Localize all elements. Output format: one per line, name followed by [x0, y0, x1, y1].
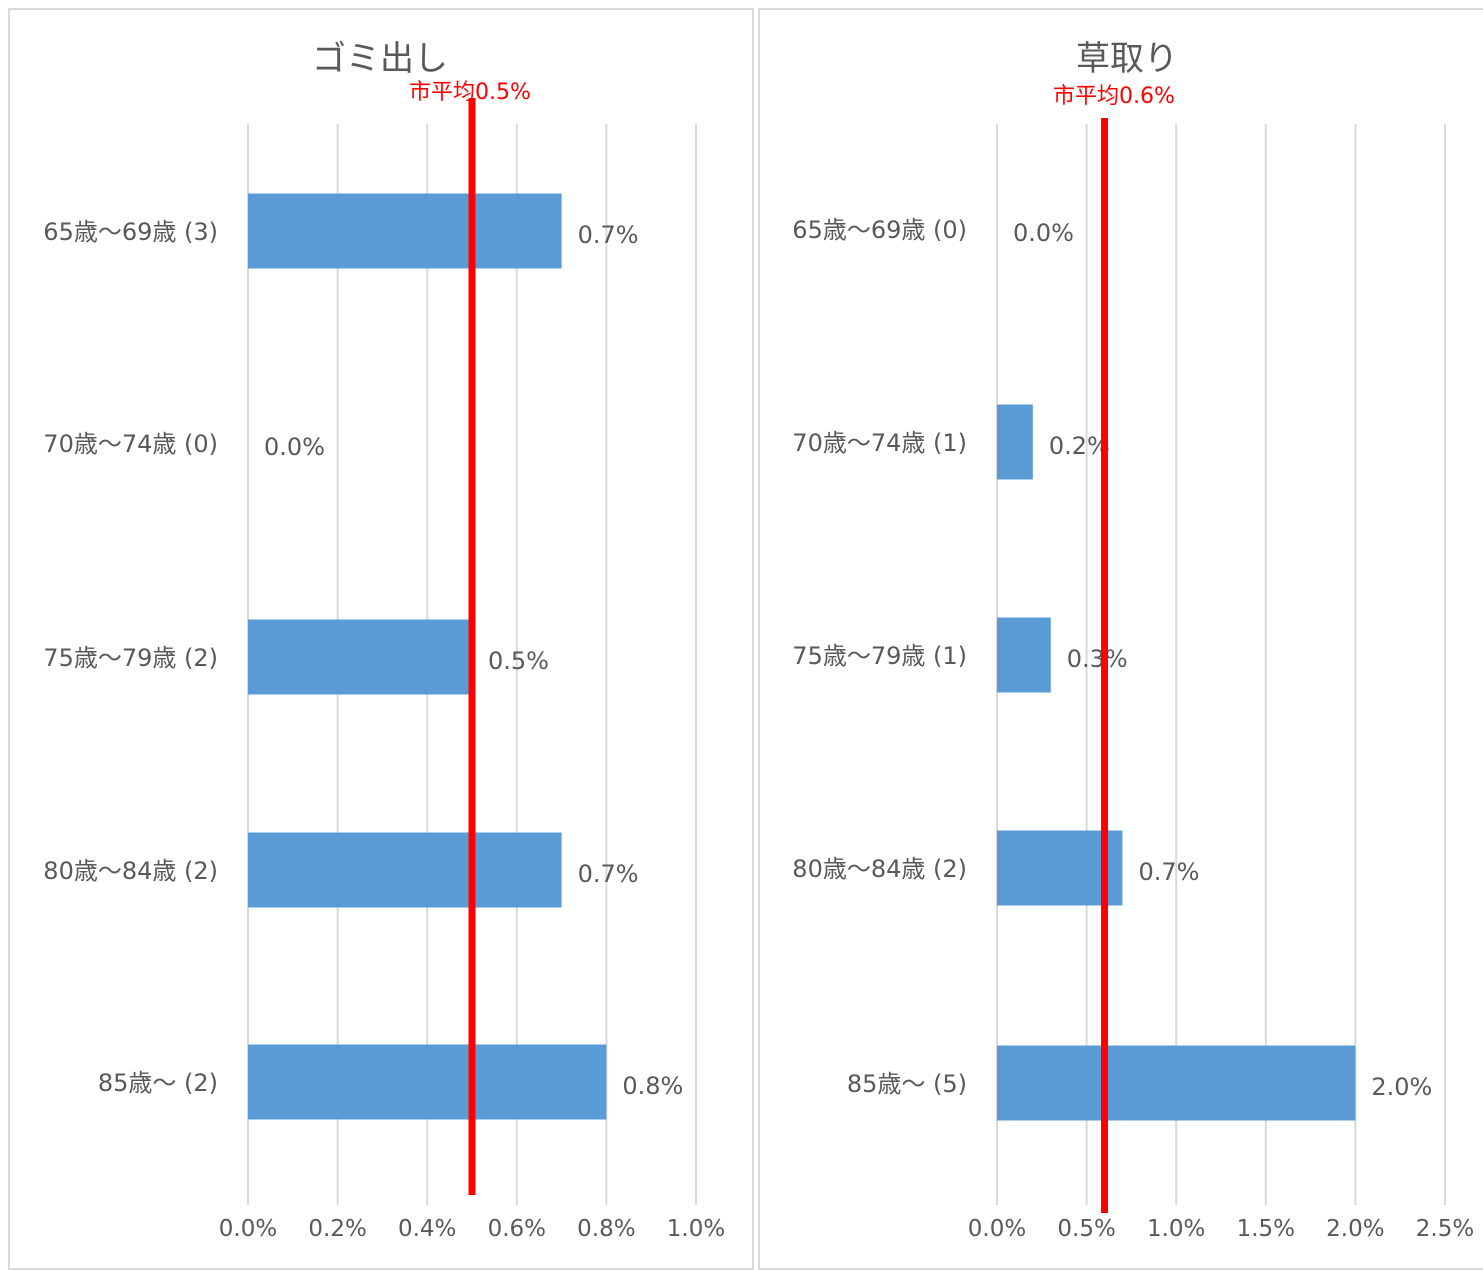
chart-title: ゴミ出し [312, 39, 448, 79]
x-tick-label: 0.4% [398, 1216, 456, 1242]
bar [248, 1044, 607, 1120]
category-label: 75歳～79歳 (2) [43, 644, 218, 672]
category-label: 75歳～79歳 (1) [792, 642, 967, 670]
bar [248, 832, 562, 908]
data-label: 0.7% [578, 860, 639, 888]
x-tick-label: 2.0% [1326, 1216, 1384, 1242]
chart-title: 草取り [1076, 39, 1178, 79]
bar [248, 619, 472, 695]
category-label: 80歳～84歳 (2) [43, 857, 218, 885]
data-label: 0.0% [264, 433, 325, 461]
category-label: 65歳～69歳 (3) [43, 218, 218, 246]
data-label: 0.7% [1138, 858, 1199, 886]
x-tick-label: 0.6% [488, 1216, 546, 1242]
bar [997, 404, 1033, 480]
x-tick-label: 0.5% [1057, 1216, 1115, 1242]
data-label: 0.0% [1013, 219, 1074, 247]
average-label: 市平均0.5% [409, 80, 531, 105]
x-tick-label: 1.5% [1237, 1216, 1295, 1242]
average-label: 市平均0.6% [1053, 84, 1175, 109]
data-label: 0.8% [622, 1072, 683, 1100]
category-label: 85歳～ (5) [847, 1070, 967, 1098]
bar [997, 617, 1051, 693]
data-label: 0.3% [1067, 645, 1128, 673]
data-label: 2.0% [1371, 1073, 1432, 1101]
bar [248, 193, 562, 269]
category-label: 80歳～84歳 (2) [792, 855, 967, 883]
x-tick-label: 0.0% [968, 1216, 1026, 1242]
data-label: 0.2% [1049, 432, 1110, 460]
x-tick-label: 0.8% [577, 1216, 635, 1242]
x-tick-label: 1.0% [667, 1216, 725, 1242]
category-label: 70歳～74歳 (1) [792, 429, 967, 457]
bar [997, 1045, 1356, 1121]
x-tick-label: 0.2% [308, 1216, 366, 1242]
data-label: 0.5% [488, 647, 549, 675]
category-label: 70歳～74歳 (0) [43, 430, 218, 458]
category-label: 85歳～ (2) [98, 1069, 218, 1097]
x-tick-label: 1.0% [1147, 1216, 1205, 1242]
x-tick-label: 2.5% [1416, 1216, 1474, 1242]
x-tick-label: 0.0% [219, 1216, 277, 1242]
data-label: 0.7% [578, 221, 639, 249]
category-label: 65歳～69歳 (0) [792, 216, 967, 244]
